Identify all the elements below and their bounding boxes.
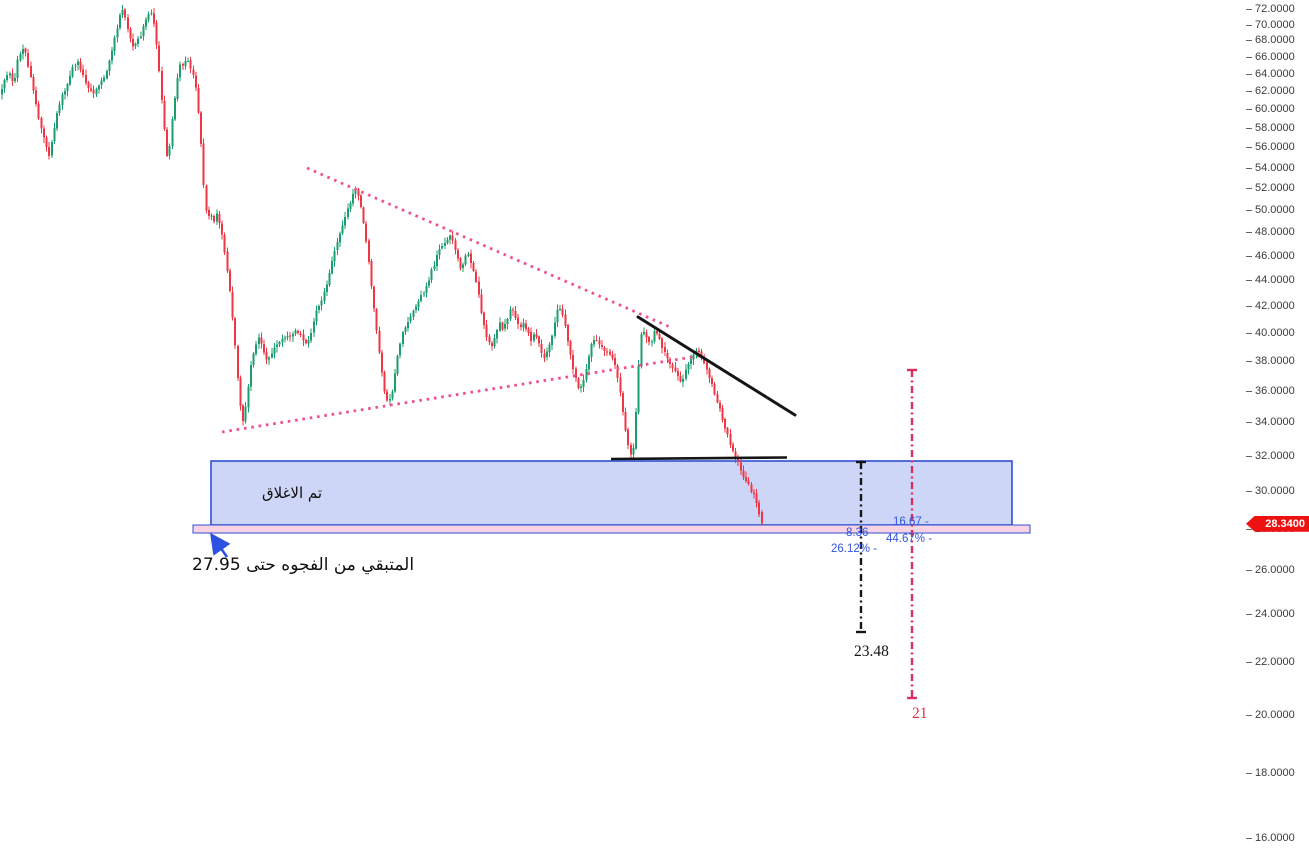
price-tick: 54.0000 [1246, 162, 1295, 175]
price-tick: 24.0000 [1246, 608, 1295, 621]
closure-zone-rect [210, 460, 1013, 526]
price-tick: 16.0000 [1246, 832, 1295, 845]
triangle-lower-line [221, 353, 706, 434]
price-tick: 58.0000 [1246, 122, 1295, 135]
price-tick: 60.0000 [1246, 103, 1295, 116]
price-tick: 22.0000 [1246, 656, 1295, 669]
triangle-upper-line [306, 166, 671, 329]
price-tick: 44.0000 [1246, 274, 1295, 287]
fib-percent-label-3: 44.67% - [886, 533, 933, 545]
gap-band-rect [192, 524, 1031, 534]
price-tick: 38.0000 [1246, 355, 1295, 368]
closure-zone-label: تم الاغلاق [262, 484, 323, 502]
price-tick: 56.0000 [1246, 141, 1295, 154]
fib-percent-label-4: 26.12% - [831, 543, 878, 555]
price-tick: 18.0000 [1246, 767, 1295, 780]
price-tick: 64.0000 [1246, 68, 1295, 81]
price-tick: 66.0000 [1246, 51, 1295, 64]
price-tick: 40.0000 [1246, 327, 1295, 340]
price-tick: 36.0000 [1246, 385, 1295, 398]
breakdown-trendline [636, 315, 797, 417]
price-tick: 50.0000 [1246, 204, 1295, 217]
target1-label: 23.48 [854, 643, 889, 660]
candles [1, 4, 763, 525]
price-tick: 68.0000 [1246, 34, 1295, 47]
last-price-badge: 28.3400 [1246, 515, 1309, 532]
target2-label: 21 [912, 705, 928, 722]
fib-percent-label-1: 16.67 - [893, 516, 929, 528]
price-tick: 34.0000 [1246, 416, 1295, 429]
fib-percent-label-2: 8.36 - [846, 527, 876, 539]
price-tick: 32.0000 [1246, 450, 1295, 463]
gap-remainder-caption: المتبقي من الفجوه حتى 27.95 [192, 555, 415, 575]
last-price-text: 28.3400 [1265, 517, 1305, 530]
price-tick: 46.0000 [1246, 250, 1295, 263]
price-tick: 72.0000 [1246, 3, 1295, 16]
price-tick: 52.0000 [1246, 182, 1295, 195]
price-tick: 48.0000 [1246, 226, 1295, 239]
price-tick: 30.0000 [1246, 485, 1295, 498]
price-tick: 42.0000 [1246, 300, 1295, 313]
price-tick: 70.0000 [1246, 19, 1295, 32]
price-tick: 62.0000 [1246, 85, 1295, 98]
price-axis[interactable]: 72.0000 70.0000 68.0000 66.0000 64.0000 62.00… [1245, 0, 1309, 848]
price-tick: 26.0000 [1246, 564, 1295, 577]
price-tick: 20.0000 [1246, 709, 1295, 722]
support-hline [610, 456, 788, 461]
gap-arrow [210, 532, 231, 558]
